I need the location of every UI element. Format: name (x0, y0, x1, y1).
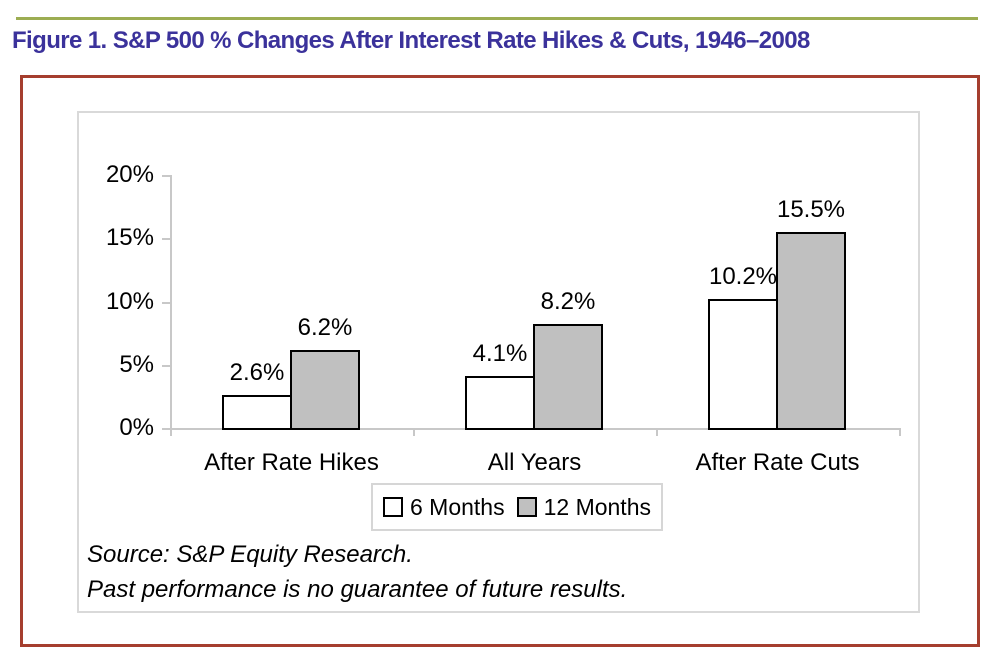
figure-title: Figure 1. S&P 500 % Changes After Intere… (12, 27, 810, 54)
bar-value-label: 10.2% (708, 263, 778, 290)
figure-frame: 0% 5% 10% 15% 20% After Rate Hikes 2.6% 6.2% All… (20, 75, 980, 647)
y-axis-tick-label: 15% (105, 224, 154, 251)
legend-swatch-icon (382, 497, 403, 517)
x-axis-tick (413, 430, 415, 436)
y-axis-tick-label: 20% (105, 161, 154, 188)
bar-12-months (776, 232, 846, 430)
bar-12-months (533, 324, 603, 430)
category-label: All Years (487, 449, 582, 476)
bar-6-months (222, 395, 292, 430)
bar-6-months (708, 299, 778, 430)
category-label: After Rate Hikes (204, 449, 379, 476)
y-axis-tick (162, 238, 170, 240)
y-axis-line (170, 175, 172, 430)
bar-value-label: 2.6% (229, 359, 285, 386)
y-axis-tick-label: 10% (105, 288, 154, 315)
accent-rule (16, 17, 978, 20)
y-axis-tick (162, 365, 170, 367)
y-axis-tick (162, 302, 170, 304)
category-label: After Rate Cuts (695, 449, 860, 476)
y-axis-tick-label: 5% (119, 351, 154, 378)
y-axis-tick (162, 428, 170, 430)
x-axis-tick (170, 430, 172, 436)
source-line: Source: S&P Equity Research. (87, 541, 413, 568)
bar-value-label: 6.2% (297, 314, 353, 341)
y-axis-tick (162, 175, 170, 177)
x-axis-tick (899, 430, 901, 436)
legend-item-12-months: 12 Months (516, 493, 651, 521)
bar-chart-plot: 0% 5% 10% 15% 20% After Rate Hikes 2.6% 6.2% All… (79, 113, 918, 611)
x-axis-tick (656, 430, 658, 436)
legend-item-6-months: 6 Months (382, 493, 505, 521)
bar-value-label: 8.2% (540, 288, 596, 315)
bar-6-months (465, 376, 535, 430)
chart-canvas: 0% 5% 10% 15% 20% After Rate Hikes 2.6% 6.2% All… (77, 111, 920, 613)
bar-12-months (290, 350, 360, 430)
legend-swatch-icon (516, 497, 537, 517)
disclaimer-line: Past performance is no guarantee of futu… (87, 576, 628, 603)
y-axis-tick-label: 0% (119, 414, 154, 441)
legend-label: 6 Months (409, 493, 505, 520)
chart-legend: 6 Months 12 Months (371, 483, 663, 531)
source-note: Source: S&P Equity Research. Past perfor… (87, 537, 627, 607)
bar-value-label: 4.1% (472, 340, 528, 367)
bar-value-label: 15.5% (776, 196, 846, 223)
legend-label: 12 Months (543, 493, 651, 520)
